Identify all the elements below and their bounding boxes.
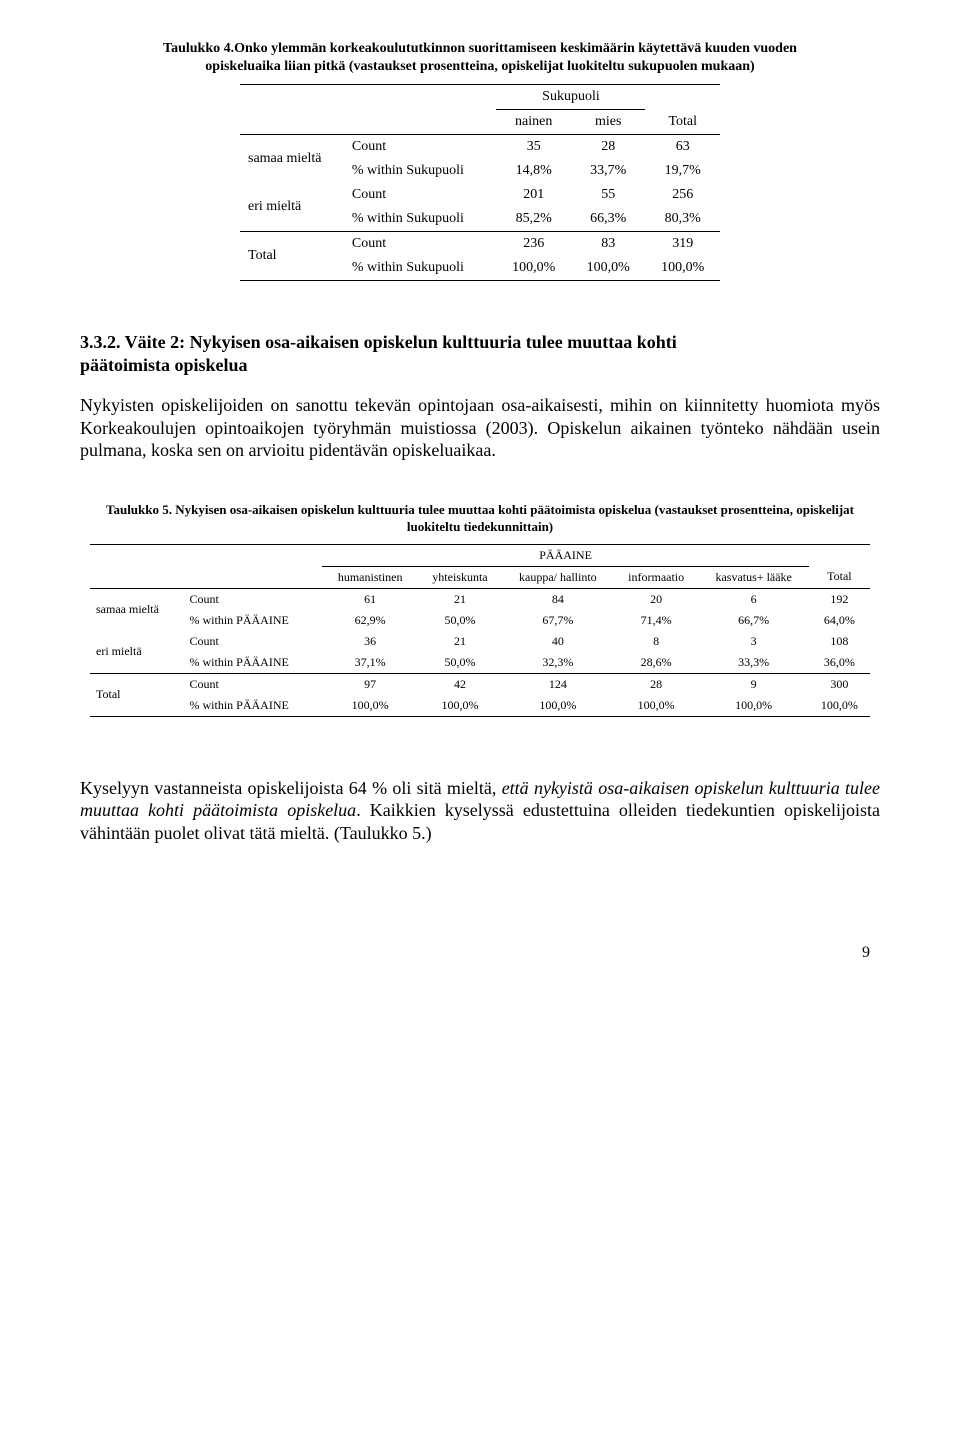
table4-cell: 66,3%	[571, 207, 646, 232]
table5-cell: 300	[809, 673, 870, 695]
table5-cell: 97	[322, 673, 418, 695]
table5-cell: 50,0%	[418, 610, 502, 631]
table4-cell: 201	[496, 183, 571, 207]
table5-cell: 21	[418, 588, 502, 610]
table5-cell: 100,0%	[418, 695, 502, 717]
table5-col-4: kasvatus+ lääke	[699, 566, 809, 588]
table5-sub-pct: % within PÄÄAINE	[184, 610, 323, 631]
table5-cell: 32,3%	[502, 652, 614, 674]
table4-sub-count: Count	[348, 232, 497, 257]
table5-cell: 3	[699, 631, 809, 652]
table5-cell: 124	[502, 673, 614, 695]
para2-pre: Kyselyyn vastanneista opiskelijoista 64 …	[80, 778, 502, 798]
table5-col-1: yhteiskunta	[418, 566, 502, 588]
section-heading: 3.3.2. Väite 2: Nykyisen osa-aikaisen op…	[80, 331, 770, 376]
table4-sub-count: Count	[348, 135, 497, 160]
paragraph-2: Kyselyyn vastanneista opiskelijoista 64 …	[80, 777, 880, 845]
table4-cell: 55	[571, 183, 646, 207]
table4-cell: 33,7%	[571, 159, 646, 183]
table5-cell: 100,0%	[502, 695, 614, 717]
table5-cell: 84	[502, 588, 614, 610]
table5-cell: 36	[322, 631, 418, 652]
table4-cell: 80,3%	[645, 207, 720, 232]
table5-cell: 42	[418, 673, 502, 695]
table5-sub-count: Count	[184, 631, 323, 652]
table4-cell: 256	[645, 183, 720, 207]
table5-cell: 100,0%	[322, 695, 418, 717]
table4-rowlabel-1: eri mieltä	[240, 183, 348, 232]
table5-cell: 37,1%	[322, 652, 418, 674]
table5-cell: 192	[809, 588, 870, 610]
table5-cell: 61	[322, 588, 418, 610]
table5-rowlabel-0: samaa mieltä	[90, 588, 184, 631]
table4-cell: 100,0%	[496, 256, 571, 281]
table5-sub-count: Count	[184, 673, 323, 695]
table4-sub-count: Count	[348, 183, 497, 207]
table4-sub-pct: % within Sukupuoli	[348, 207, 497, 232]
table5-cell: 6	[699, 588, 809, 610]
table5-rowlabel-2: Total	[90, 673, 184, 716]
table4-sub-pct: % within Sukupuoli	[348, 159, 497, 183]
table4-cell: 85,2%	[496, 207, 571, 232]
table5-cell: 20	[614, 588, 699, 610]
table4-col-nainen: nainen	[496, 110, 571, 135]
table5-cell: 50,0%	[418, 652, 502, 674]
page-number: 9	[80, 944, 880, 962]
table5-cell: 100,0%	[809, 695, 870, 717]
table5-title: Taulukko 5. Nykyisen osa-aikaisen opiske…	[90, 502, 870, 536]
table4-cell: 100,0%	[645, 256, 720, 281]
table4-cell: 28	[571, 135, 646, 160]
table4-cell: 319	[645, 232, 720, 257]
table4-superheader: Sukupuoli	[496, 85, 645, 110]
table5-cell: 66,7%	[699, 610, 809, 631]
table5-rowlabel-1: eri mieltä	[90, 631, 184, 674]
table5-col-5: Total	[809, 566, 870, 588]
table5-cell: 67,7%	[502, 610, 614, 631]
table5-cell: 28,6%	[614, 652, 699, 674]
table5-cell: 21	[418, 631, 502, 652]
table4-cell: 63	[645, 135, 720, 160]
table5-cell: 71,4%	[614, 610, 699, 631]
table5-cell: 8	[614, 631, 699, 652]
table4-cell: 14,8%	[496, 159, 571, 183]
table5-cell: 64,0%	[809, 610, 870, 631]
table5-cell: 36,0%	[809, 652, 870, 674]
table5-cell: 9	[699, 673, 809, 695]
table4-col-mies: mies	[571, 110, 646, 135]
table5-cell: 40	[502, 631, 614, 652]
table5-sub-count: Count	[184, 588, 323, 610]
table4-cell: 35	[496, 135, 571, 160]
table4-col-total: Total	[645, 110, 720, 135]
table4-rowlabel-0: samaa mieltä	[240, 135, 348, 184]
table5-superheader: PÄÄAINE	[322, 544, 808, 566]
table5-cell: 108	[809, 631, 870, 652]
table4-cell: 236	[496, 232, 571, 257]
table4-cell: 100,0%	[571, 256, 646, 281]
paragraph-1: Nykyisten opiskelijoiden on sanottu teke…	[80, 394, 880, 462]
table5-col-2: kauppa/ hallinto	[502, 566, 614, 588]
table5-cell: 28	[614, 673, 699, 695]
table4-cell: 83	[571, 232, 646, 257]
table5-cell: 33,3%	[699, 652, 809, 674]
table4-title: Taulukko 4.Onko ylemmän korkeakoulututki…	[130, 40, 830, 76]
table5-sub-pct: % within PÄÄAINE	[184, 695, 323, 717]
table5: PÄÄAINE humanistinen yhteiskunta kauppa/…	[90, 544, 870, 717]
table4-rowlabel-2: Total	[240, 232, 348, 281]
table5-cell: 100,0%	[699, 695, 809, 717]
table5-col-3: informaatio	[614, 566, 699, 588]
table4-sub-pct: % within Sukupuoli	[348, 256, 497, 281]
table5-cell: 62,9%	[322, 610, 418, 631]
table5-sub-pct: % within PÄÄAINE	[184, 652, 323, 674]
table4: Sukupuoli nainen mies Total samaa mieltä…	[240, 84, 720, 281]
table5-col-0: humanistinen	[322, 566, 418, 588]
table5-cell: 100,0%	[614, 695, 699, 717]
table4-cell: 19,7%	[645, 159, 720, 183]
